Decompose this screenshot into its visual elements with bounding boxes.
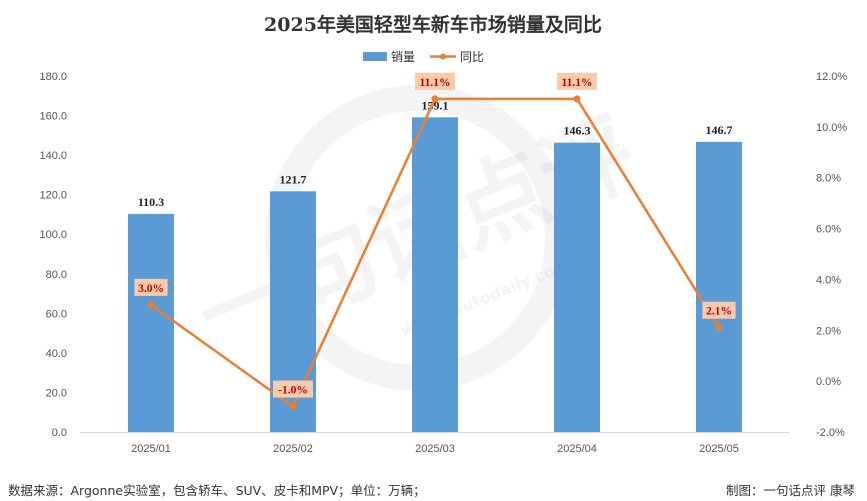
left-axis-tick-label: 140.0 [39, 150, 67, 162]
bar-value-label: 146.3 [564, 124, 591, 138]
line-value-label: 11.1% [420, 77, 451, 89]
bar-value-label: 146.7 [706, 123, 733, 137]
credit-note: 制图：一句话点评 康琴 [726, 483, 855, 498]
legend: 销量 同比 [363, 50, 484, 64]
chart-title: 2025年美国轻型车新车市场销量及同比 [264, 13, 602, 36]
x-axis-tick-label: 2025/03 [415, 443, 455, 455]
left-axis-tick-label: 80.0 [46, 269, 67, 281]
left-axis-tick-label: 120.0 [39, 190, 67, 202]
x-axis: 2025/01 2025/02 2025/03 2025/04 2025/05 [131, 443, 739, 455]
bar-value-label: 159.1 [422, 98, 449, 112]
right-axis-tick-label: 6.0% [816, 224, 841, 236]
bar [696, 141, 742, 433]
legend-label-bar: 销量 [391, 50, 415, 64]
bar-value-label: 121.7 [280, 172, 307, 186]
x-axis-tick-label: 2025/04 [557, 443, 597, 455]
left-axis-tick-label: 100.0 [39, 229, 67, 241]
line-value-label: 2.1% [706, 306, 732, 318]
bar [412, 117, 458, 432]
right-axis: -2.0% 0.0% 2.0% 4.0% 6.0% 8.0% 10.0% 12.0% [816, 71, 847, 439]
line-value-label: 3.0% [138, 283, 164, 295]
left-axis-tick-label: 0.0 [52, 427, 67, 439]
right-axis-tick-label: 10.0% [816, 122, 847, 134]
source-note: 数据来源：Argonne实验室，包含轿车、SUV、皮卡和MPV；单位：万辆； [8, 483, 426, 498]
line-point [147, 301, 155, 309]
left-axis-tick-label: 160.0 [39, 111, 67, 123]
line-label-box [557, 72, 597, 90]
line-label-box [415, 72, 455, 90]
left-axis-tick-label: 40.0 [46, 348, 67, 360]
x-axis-tick-label: 2025/05 [699, 443, 739, 455]
legend-swatch-marker [440, 53, 446, 60]
right-axis-tick-label: 8.0% [816, 173, 841, 185]
left-axis-tick-label: 180.0 [39, 71, 67, 83]
line-label-box [702, 301, 736, 319]
line-point [715, 324, 723, 332]
legend-label-line: 同比 [460, 50, 484, 64]
line-series [147, 95, 723, 411]
bar-data-labels: 110.3 121.7 159.1 146.3 146.7 [138, 98, 733, 209]
right-axis-tick-label: 0.0% [816, 376, 841, 388]
line-point [431, 95, 439, 103]
right-axis-tick-label: -2.0% [816, 427, 845, 439]
line-value-label: 11.1% [562, 77, 593, 89]
line-value-label: -1.0% [278, 385, 308, 397]
x-axis-tick-label: 2025/02 [273, 443, 313, 455]
x-axis-tick-label: 2025/01 [131, 443, 171, 455]
left-axis-tick-label: 20.0 [46, 387, 67, 399]
legend-swatch-bar [363, 52, 387, 61]
line-label-box [134, 278, 168, 296]
right-axis-tick-label: 4.0% [816, 274, 841, 286]
line-label-box [273, 380, 313, 398]
left-axis-tick-label: 60.0 [46, 308, 67, 320]
right-axis-tick-label: 2.0% [816, 325, 841, 337]
bar [128, 213, 174, 432]
line-point [573, 95, 581, 103]
line-data-labels: 3.0% -1.0% 11.1% 11.1% 2.1% [134, 72, 736, 398]
bar [554, 142, 600, 432]
line-point [289, 403, 297, 411]
bar-value-label: 110.3 [138, 195, 164, 209]
left-axis: 0.0 20.0 40.0 60.0 80.0 100.0 120.0 140.0 160.0 1… [39, 71, 67, 439]
bar-series [128, 117, 742, 433]
right-axis-tick-label: 12.0% [816, 71, 847, 83]
